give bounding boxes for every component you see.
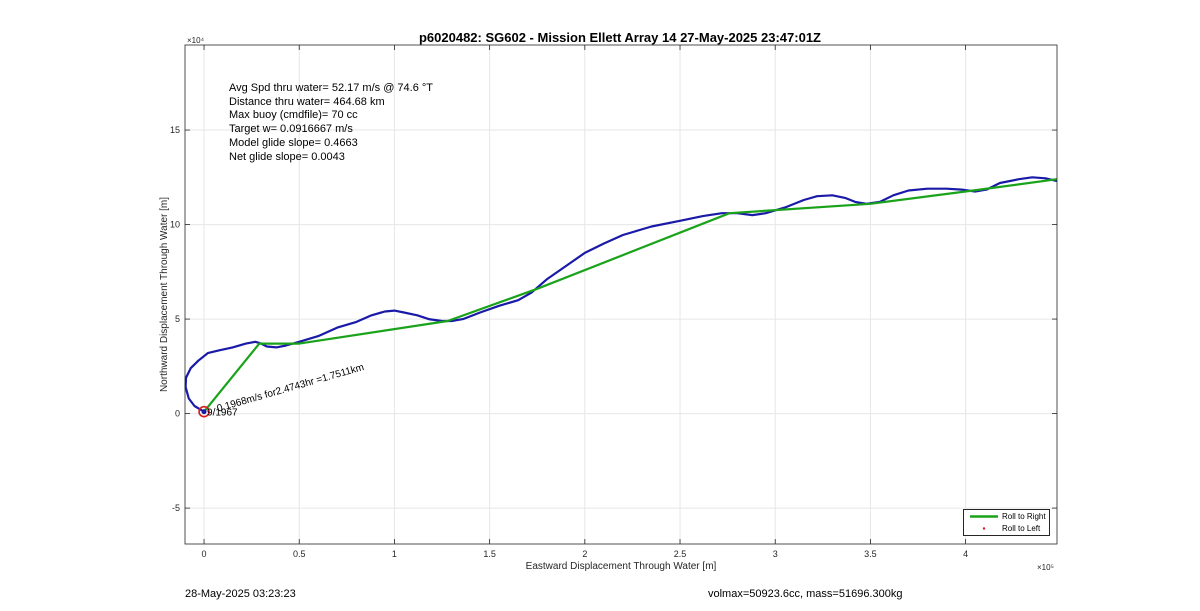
tick-labels: 0 0.5 1 1.5 2 2.5 3 3.5 4 -5 0 5 10 15	[170, 125, 968, 559]
stat-avg-speed: Avg Spd thru water= 52.17 m/s @ 74.6 °T	[229, 82, 433, 94]
y-tick-label: -5	[172, 503, 180, 513]
x-tick-label: 2.5	[674, 549, 687, 559]
stat-target-w: Target w= 0.0916667 m/s	[229, 123, 353, 136]
legend-entry-roll-right: Roll to Right	[964, 511, 1049, 522]
stat-distance: Distance thru water= 464.68 km	[229, 95, 385, 108]
x-tick-label: 3.5	[864, 549, 877, 559]
start-marker-circle	[198, 405, 210, 418]
legend-entry-roll-left: Roll to Left	[964, 523, 1049, 534]
glider-track-line	[184, 176, 1058, 413]
stat-model-glide: Model glide slope= 0.4663	[229, 136, 358, 149]
x-exponent-label: ×10⁵	[1037, 563, 1054, 572]
start-marker-dot	[201, 409, 207, 415]
y-tick-label: 5	[175, 314, 180, 324]
stat-max-buoy: Max buoy (cmdfile)= 70 cc	[229, 109, 358, 122]
x-tick-label: 2	[582, 549, 587, 559]
x-tick-label: 0.5	[293, 549, 306, 559]
x-tick-label: 4	[963, 549, 968, 559]
y-tick-label: 0	[175, 409, 180, 419]
y-tick-label: 15	[170, 125, 180, 135]
stat-net-glide: Net glide slope= 0.0043	[229, 150, 345, 163]
legend-label-roll-left: Roll to Left	[1002, 524, 1041, 533]
grid-lines	[185, 45, 1057, 544]
chart-title: p6020482: SG602 - Mission Ellett Array 1…	[418, 30, 821, 45]
y-axis-label: Northward Displacement Through Water [m]	[159, 197, 170, 392]
axis-ticks	[185, 45, 1057, 544]
x-tick-label: 1	[392, 549, 397, 559]
stats-annotation: Avg Spd thru water= 52.17 m/s @ 74.6 °T …	[229, 82, 433, 164]
x-tick-label: 3	[773, 549, 778, 559]
axes-box	[184, 44, 1058, 545]
legend-swatch-line	[970, 515, 998, 518]
roll-right-line	[203, 178, 1058, 413]
x-tick-label: 0	[202, 549, 207, 559]
x-axis-label: Eastward Displacement Through Water [m]	[526, 561, 717, 572]
legend-label-roll-right: Roll to Right	[1002, 512, 1046, 521]
start-label: 9/1967	[207, 408, 238, 419]
footer-timestamp: 28-May-2025 03:23:23	[185, 588, 296, 600]
legend: Roll to Right Roll to Left	[963, 509, 1050, 536]
legend-swatch-dot	[982, 527, 986, 530]
footer-volmax-mass: volmax=50923.6cc, mass=51696.300kg	[708, 588, 903, 600]
y-exponent-label: ×10⁴	[187, 36, 205, 45]
y-tick-label: 10	[170, 220, 180, 230]
x-tick-label: 1.5	[483, 549, 496, 559]
